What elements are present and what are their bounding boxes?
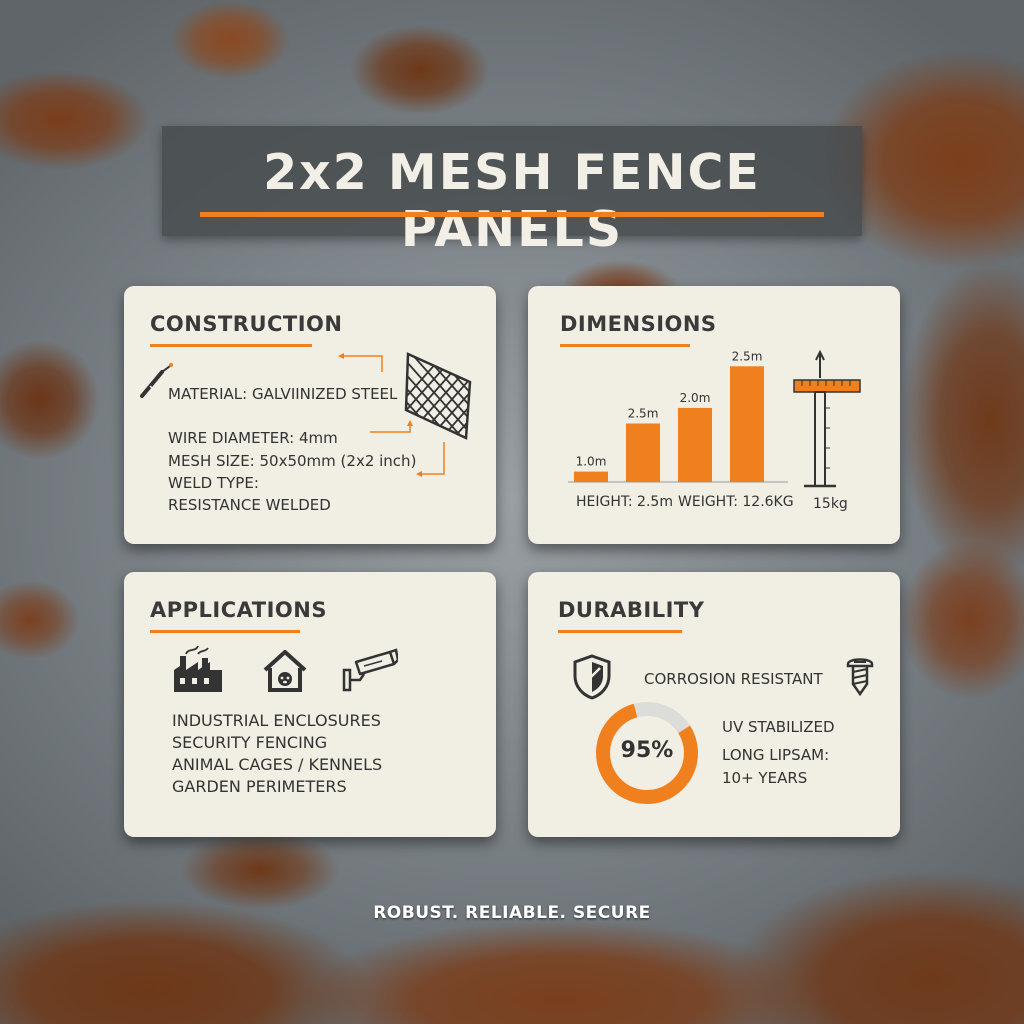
title-underline (200, 212, 824, 217)
weight-text: WEIGHT: 12.6KG (678, 494, 794, 510)
dimension-bar-2 (626, 423, 660, 482)
dimensions-bar-chart: 1.0m 2.5m 2.0m 2.5m (568, 349, 788, 483)
durability-underline (558, 630, 682, 633)
dimension-bar-label-2: 2.5m (628, 407, 659, 421)
uv-text: UV STABILIZED (722, 718, 835, 736)
mesh-panel-icon (404, 352, 472, 440)
dimension-bar-label-3: 2.0m (680, 391, 711, 405)
footer-tagline: ROBUST. RELIABLE. SECURE (373, 903, 651, 923)
dimensions-card: DIMENSIONS 1.0m 2.5m 2.0m 2.5m HEIGHT: 2.5m… (528, 286, 900, 544)
dimension-bar-label-1: 1.0m (576, 455, 607, 469)
mesh-size-text: MESH SIZE: 50x50mm (2x2 inch) (168, 452, 417, 470)
construction-underline (150, 344, 312, 347)
security-camera-icon (342, 648, 398, 692)
applications-underline (150, 630, 300, 633)
shield-icon (573, 654, 611, 700)
corrosion-text: CORROSION RESISTANT (644, 670, 823, 688)
dimensions-heading: DIMENSIONS (560, 312, 717, 336)
material-text: MATERIAL: GALVIINIZED STEEL (168, 385, 398, 403)
height-text: HEIGHT: 2.5m (576, 494, 673, 510)
construction-heading: CONSTRUCTION (150, 312, 343, 336)
dimension-bar-3 (678, 407, 712, 482)
construction-card: CONSTRUCTION MATERIAL: GALVIINIZED STEEL… (124, 286, 496, 544)
dimension-bar-label-4: 2.5m (732, 349, 763, 363)
durability-gauge (596, 702, 698, 804)
application-item-4: GARDEN PERIMETERS (172, 777, 347, 796)
applications-card: APPLICATIONS INDUSTRIAL ENCLOSURES SECUR… (124, 572, 496, 837)
dimensions-underline (560, 344, 690, 347)
wire-diameter-text: WIRE DIAMETER: 4mm (168, 429, 338, 447)
lifespan-line-2: 10+ YEARS (722, 769, 808, 787)
application-item-2: SECURITY FENCING (172, 733, 328, 752)
title-plate: 2x2 MESH FENCE PANELS (162, 126, 862, 258)
dimension-bar-4 (730, 366, 764, 482)
gauge-value: 95% (620, 738, 674, 763)
application-item-1: INDUSTRIAL ENCLOSURES (172, 711, 381, 730)
screw-icon (846, 658, 874, 696)
gauge-progress-arc (596, 703, 698, 804)
weld-type-value: RESISTANCE WELDED (168, 496, 331, 514)
dimension-bar-1 (574, 471, 608, 482)
weld-type-label: WELD TYPE: (168, 474, 259, 492)
durability-card: DURABILITY CORROSION RESISTANT 95% UV ST… (528, 572, 900, 837)
post-weight-text: 15kg (813, 496, 848, 512)
dog-house-icon (263, 650, 307, 692)
arrow-lines (338, 353, 445, 477)
application-item-3: ANIMAL CAGES / KENNELS (172, 755, 383, 774)
welding-torch-icon (140, 363, 173, 398)
fence-post-ruler-icon (793, 349, 861, 488)
page-title: 2x2 MESH FENCE PANELS (263, 144, 761, 258)
lifespan-line-1: LONG LIPSAM: (722, 746, 830, 764)
applications-heading: APPLICATIONS (150, 598, 327, 622)
factory-icon (174, 645, 222, 692)
durability-heading: DURABILITY (558, 598, 705, 622)
